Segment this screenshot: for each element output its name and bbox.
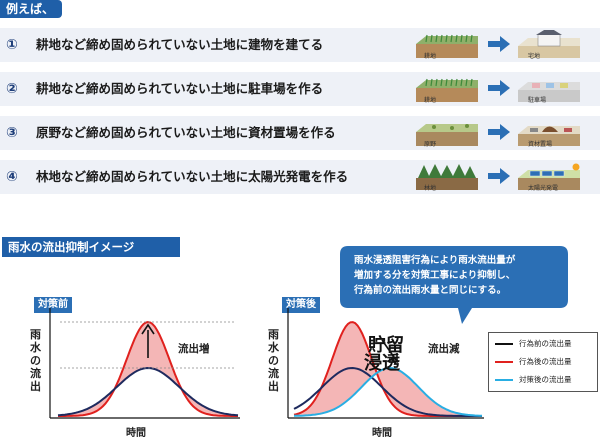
legend-swatch — [495, 379, 513, 381]
decrease-annotation: 流出減 — [428, 343, 460, 355]
panel-before-xlabel: 時間 — [126, 428, 146, 439]
callout-bubble — [340, 246, 568, 324]
before-land-illustration — [412, 74, 482, 106]
after-land-illustration — [514, 30, 584, 62]
panel-after-xlabel: 時間 — [372, 428, 392, 439]
before-land-label: 耕地 — [424, 97, 437, 104]
arrow-right-icon — [488, 36, 510, 52]
increase-annotation: 流出増 — [178, 343, 210, 355]
arrow-right-icon — [488, 168, 510, 184]
infiltration-label: 浸透 — [364, 353, 400, 374]
after-land-illustration — [514, 118, 584, 150]
example-number: ② — [6, 81, 18, 97]
panel-after-ylabel: 雨水の流出 — [268, 328, 279, 393]
before-land-illustration — [412, 162, 482, 194]
after-land-illustration — [514, 74, 584, 106]
before-land-label: 原野 — [424, 141, 437, 148]
callout-line-1: 雨水浸透阻害行為により雨水流出量が — [354, 255, 516, 266]
hydrograph-after — [287, 308, 484, 419]
explanation-callout: 雨水浸透阻害行為により雨水流出量が 増加する分を対策工事により抑制し、 行為前の… — [340, 246, 568, 324]
legend-swatch — [495, 361, 513, 363]
after-land-illustration — [514, 162, 584, 194]
before-land-label: 林地 — [424, 185, 437, 192]
example-row: ③ 原野など締め固められていない土地に資材置場を作る原野 資材置場 — [0, 116, 600, 150]
example-row: ② 耕地など締め固められていない土地に駐車場を作る耕地 駐車場 — [0, 72, 600, 106]
before-curve — [57, 366, 239, 417]
before-land-label: 耕地 — [424, 53, 437, 60]
mitigated-curve — [294, 366, 483, 417]
panel-after-tag: 対策後 — [282, 297, 320, 313]
example-number: ④ — [6, 169, 18, 185]
legend-label: 行為後の流出量 — [519, 357, 572, 366]
arrow-right-icon — [488, 80, 510, 96]
legend-label: 対策後の流出量 — [519, 375, 572, 384]
legend-swatch — [495, 343, 513, 345]
before-land-illustration — [412, 118, 482, 150]
storage-label: 貯留 — [368, 335, 404, 356]
example-text: 耕地など締め固められていない土地に駐車場を作る — [36, 81, 324, 96]
arrow-right-icon — [488, 124, 510, 140]
example-row: ④ 林地など締め固められていない土地に太陽光発電を作る林地 太陽光発電 — [0, 160, 600, 194]
decrease-arrow — [381, 339, 397, 361]
example-text: 原野など締め固められていない土地に資材置場を作る — [36, 125, 336, 140]
section-title: 雨水の流出抑制イメージ — [2, 237, 180, 257]
legend: 行為前の流出量 行為後の流出量 対策後の流出量 — [488, 332, 598, 392]
panel-before-ylabel: 雨水の流出 — [30, 328, 41, 393]
legend-label: 行為前の流出量 — [519, 339, 572, 348]
after-land-label: 宅地 — [528, 53, 541, 60]
after-land-label: 資材置場 — [528, 141, 553, 148]
example-number: ③ — [6, 125, 18, 141]
example-text: 耕地など締め固められていない土地に建物を建てる — [36, 37, 324, 52]
after-land-label: 駐車場 — [528, 97, 547, 104]
example-row: ① 耕地など締め固められていない土地に建物を建てる耕地 宅地 — [0, 28, 600, 62]
example-number: ① — [6, 37, 18, 53]
before-curve — [293, 366, 482, 417]
callout-line-3: 行為前の流出雨水量と同じにする。 — [354, 285, 507, 296]
example-text: 林地など締め固められていない土地に太陽光発電を作る — [36, 169, 349, 184]
panel-before-tag: 対策前 — [34, 297, 72, 313]
before-land-illustration — [412, 30, 482, 62]
examples-tag: 例えば、 — [0, 0, 62, 18]
after-land-label: 太陽光発電 — [528, 185, 559, 192]
hydrograph-before — [49, 308, 240, 419]
callout-line-2: 増加する分を対策工事により抑制し、 — [354, 270, 516, 281]
